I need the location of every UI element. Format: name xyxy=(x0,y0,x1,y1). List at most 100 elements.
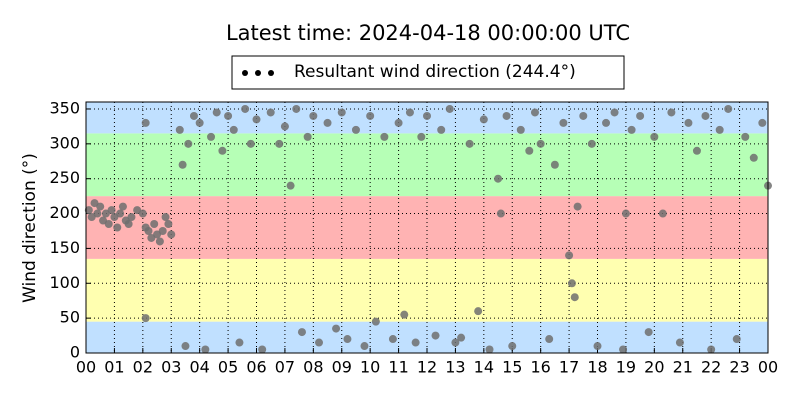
data-point xyxy=(675,338,684,347)
data-point xyxy=(235,338,244,347)
data-point xyxy=(241,104,250,113)
data-point xyxy=(189,111,198,120)
y-tick-label: 300 xyxy=(49,133,80,152)
data-point xyxy=(610,108,619,117)
x-tick-label: 12 xyxy=(417,358,437,377)
data-point xyxy=(516,125,525,134)
data-point xyxy=(644,328,653,337)
data-point xyxy=(164,220,173,229)
data-point xyxy=(573,202,582,211)
data-point xyxy=(565,251,574,260)
data-point xyxy=(246,139,255,148)
data-point xyxy=(181,342,190,351)
x-tick-label: 13 xyxy=(445,358,465,377)
data-point xyxy=(201,345,210,354)
data-point xyxy=(417,132,426,141)
data-point xyxy=(116,209,125,218)
plot-area: 0 50 100 150 200 250 300 350 00 01 02 03 04 05 06 07 08 0… xyxy=(49,98,778,376)
data-point xyxy=(292,104,301,113)
data-point xyxy=(155,237,164,246)
x-tick-label: 01 xyxy=(104,358,124,377)
legend-marker xyxy=(255,70,261,76)
data-point xyxy=(732,335,741,344)
data-point xyxy=(485,345,494,354)
data-point xyxy=(161,213,170,222)
data-point xyxy=(297,328,306,337)
legend-marker xyxy=(268,70,274,76)
x-tick-label: 10 xyxy=(360,358,380,377)
data-point xyxy=(315,338,324,347)
data-point xyxy=(405,108,414,117)
data-point xyxy=(218,146,227,155)
data-point xyxy=(286,181,295,190)
data-point xyxy=(550,160,559,169)
x-tick-label: 19 xyxy=(616,358,636,377)
data-point xyxy=(224,111,233,120)
data-point xyxy=(559,118,568,127)
data-point xyxy=(303,132,312,141)
data-point xyxy=(229,125,238,134)
data-point xyxy=(530,108,539,117)
data-point xyxy=(627,125,636,134)
x-tick-label: 07 xyxy=(275,358,295,377)
band xyxy=(86,196,768,259)
data-point xyxy=(494,174,503,183)
x-tick-label: 02 xyxy=(133,358,153,377)
data-point xyxy=(207,132,216,141)
data-point xyxy=(465,139,474,148)
x-tick-label: 11 xyxy=(388,358,408,377)
data-point xyxy=(636,111,645,120)
data-point xyxy=(658,209,667,218)
data-point xyxy=(366,111,375,120)
data-point xyxy=(567,279,576,288)
data-point xyxy=(724,104,733,113)
data-point xyxy=(451,338,460,347)
data-point xyxy=(141,118,150,127)
data-point xyxy=(175,125,184,134)
data-point xyxy=(167,230,176,239)
data-point xyxy=(707,345,716,354)
data-point xyxy=(715,125,724,134)
data-point xyxy=(502,111,511,120)
data-point xyxy=(474,307,483,316)
data-point xyxy=(93,209,102,218)
data-point xyxy=(525,146,534,155)
x-tick-label: 15 xyxy=(502,358,522,377)
data-point xyxy=(602,118,611,127)
data-point xyxy=(184,139,193,148)
data-point xyxy=(337,108,346,117)
data-point xyxy=(479,115,488,124)
data-point xyxy=(508,342,517,351)
data-point xyxy=(593,342,602,351)
data-point xyxy=(650,132,659,141)
data-point xyxy=(621,209,630,218)
data-point xyxy=(570,293,579,302)
data-point xyxy=(266,108,275,117)
data-point xyxy=(394,118,403,127)
x-tick-label: 21 xyxy=(673,358,693,377)
data-point xyxy=(536,139,545,148)
data-point xyxy=(104,220,113,229)
legend-label: Resultant wind direction (244.4°) xyxy=(294,62,576,82)
x-tick-label: 14 xyxy=(474,358,494,377)
data-point xyxy=(118,202,127,211)
x-tick-label: 23 xyxy=(729,358,749,377)
data-point xyxy=(150,220,159,229)
data-point xyxy=(431,331,440,340)
x-tick-label: 17 xyxy=(559,358,579,377)
data-point xyxy=(84,206,93,215)
data-point xyxy=(667,108,676,117)
data-point xyxy=(587,139,596,148)
legend-marker xyxy=(242,70,248,76)
x-tick-label: 00 xyxy=(76,358,96,377)
data-point xyxy=(252,115,261,124)
data-point xyxy=(692,146,701,155)
data-point xyxy=(158,226,167,235)
x-tick-label: 04 xyxy=(189,358,209,377)
data-point xyxy=(107,206,116,215)
y-tick-label: 50 xyxy=(60,308,80,327)
data-point xyxy=(96,202,105,211)
data-point xyxy=(400,310,409,319)
data-point xyxy=(124,220,133,229)
